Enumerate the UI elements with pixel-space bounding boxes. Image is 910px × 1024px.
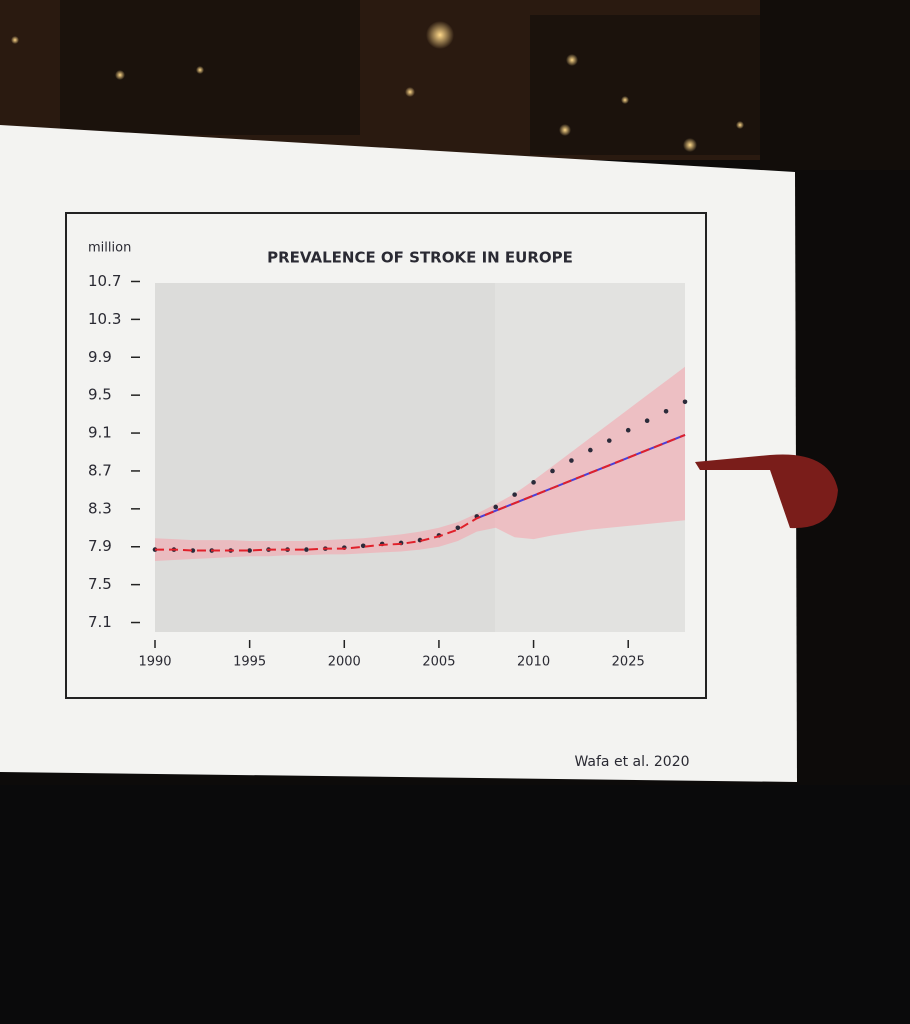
y-tick-label: 8.3 <box>88 499 112 517</box>
window <box>60 0 360 135</box>
x-tick-label: 2005 <box>422 655 455 670</box>
dashed-line <box>155 434 686 552</box>
data-point <box>606 438 612 443</box>
data-point <box>304 547 309 552</box>
y-tick-label: 8.7 <box>88 461 112 479</box>
y-tick-label: 7.9 <box>88 537 112 555</box>
data-point <box>493 504 499 510</box>
data-point <box>644 418 650 424</box>
pointing-hand <box>695 454 838 529</box>
x-tick-label: 1990 <box>138 655 171 670</box>
data-point <box>625 427 631 433</box>
y-tick-label: 7.1 <box>88 613 112 631</box>
y-tick-label: 9.5 <box>88 386 112 404</box>
panel-observed <box>155 283 495 632</box>
confidence-band <box>155 366 685 561</box>
chart-title: PREVALENCE OF STROKE IN EUROPE <box>267 249 573 267</box>
data-point <box>588 447 593 453</box>
y-tick-label: 9.1 <box>88 424 112 442</box>
y-tick-label: 9.9 <box>88 348 112 366</box>
y-tick-label: 10.7 <box>88 272 121 290</box>
data-point <box>682 399 688 405</box>
source: Wafa et al. 2020 <box>574 754 689 770</box>
table <box>0 785 910 1024</box>
data-point <box>455 525 461 531</box>
x-tick-label: 2010 <box>517 655 550 670</box>
data-point <box>569 458 574 463</box>
wall <box>760 0 910 170</box>
x-tick-label: 2000 <box>328 655 361 670</box>
y-tick-label: 10.3 <box>88 310 121 328</box>
data-point <box>247 548 252 553</box>
x-tick-label: 1995 <box>233 655 266 670</box>
data-point <box>512 492 517 497</box>
x-tick-label: 2025 <box>612 655 645 670</box>
data-point <box>550 468 555 474</box>
chart-frame <box>65 212 707 699</box>
y-unit-label: million <box>88 241 131 256</box>
y-tick-label: 7.5 <box>88 575 112 593</box>
data-point <box>531 480 536 485</box>
data-point <box>663 408 669 414</box>
fairy-lights <box>11 21 744 152</box>
data-point <box>190 548 196 553</box>
data-point <box>360 543 366 549</box>
